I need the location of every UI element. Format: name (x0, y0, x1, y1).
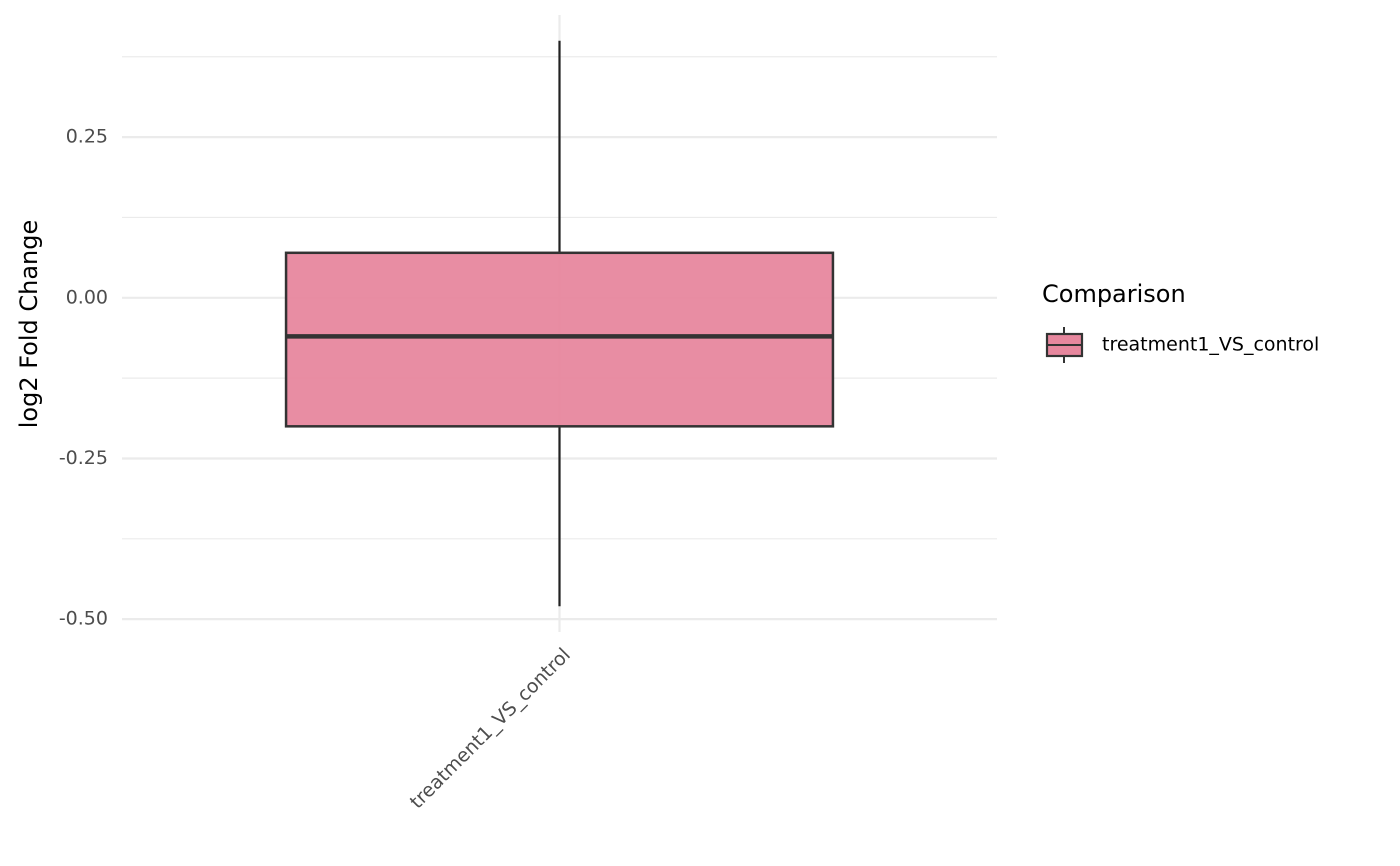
y-axis-title: log2 Fold Change (15, 220, 43, 429)
y-tick-label: -0.50 (59, 608, 108, 630)
y-tick-label: 0.25 (66, 126, 108, 148)
x-tick-label: treatment1_VS_control (406, 644, 575, 813)
legend-label: treatment1_VS_control (1102, 334, 1319, 356)
y-tick-label: 0.00 (66, 286, 108, 308)
legend-title: Comparison (1042, 280, 1186, 308)
y-tick-label: -0.25 (59, 447, 108, 469)
box (284, 251, 835, 428)
